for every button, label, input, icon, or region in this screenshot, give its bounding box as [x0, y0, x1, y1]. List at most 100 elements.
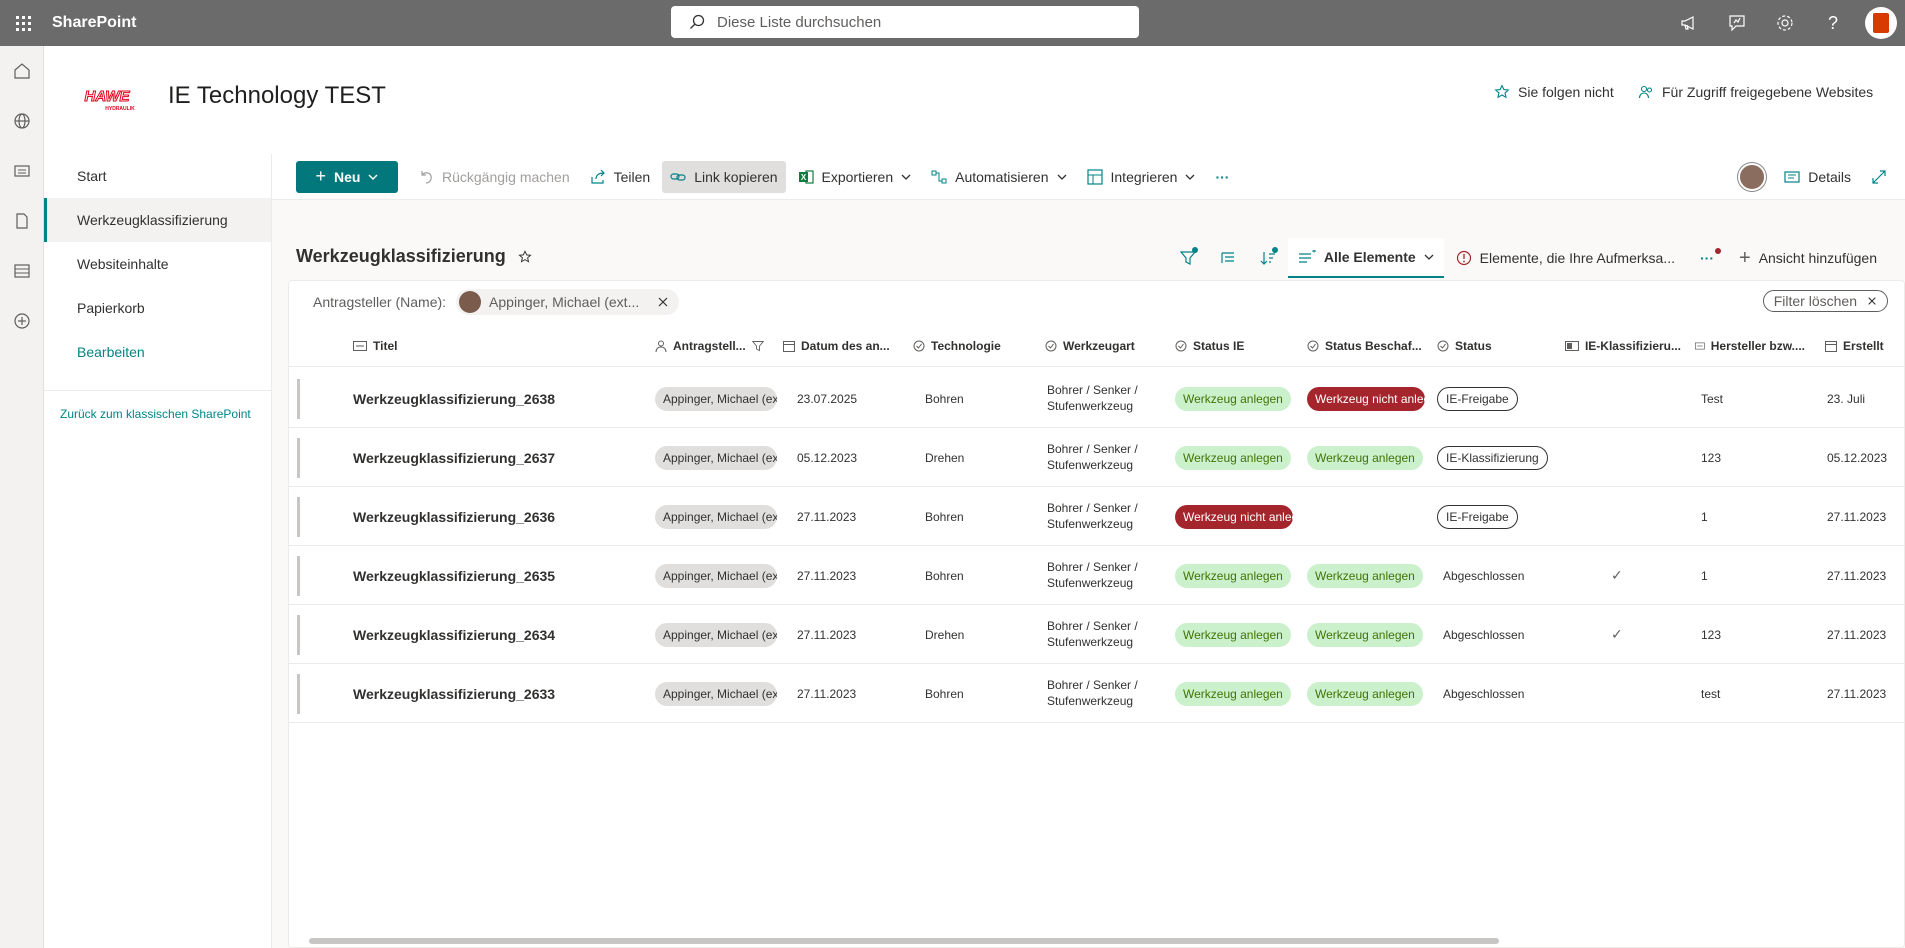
nav-item-werkzeugklassifizierung[interactable]: Werkzeugklassifizierung	[44, 198, 271, 242]
filter-pill[interactable]: Appinger, Michael (ext...	[456, 289, 680, 315]
table-row[interactable]: Werkzeugklassifizierung_2634 Appinger, Mi…	[289, 605, 1905, 664]
scrollbar-thumb[interactable]	[309, 938, 1499, 944]
column-header-ie-klassifizierung[interactable]: IE-Klassifizieru...	[1565, 325, 1681, 367]
classic-sharepoint-link[interactable]: Zurück zum klassischen SharePoint	[60, 407, 251, 421]
person-pill[interactable]: Appinger, Michael (ext.)	[655, 622, 777, 647]
person-pill[interactable]: Appinger, Michael (ext.)	[655, 504, 777, 529]
expand-icon[interactable]	[1863, 161, 1895, 193]
row-title[interactable]: Werkzeugklassifizierung_2635	[353, 567, 556, 584]
app-name[interactable]: SharePoint	[52, 14, 137, 31]
person-pill[interactable]: Appinger, Michael (ext.)	[655, 386, 777, 411]
filter-row: Antragsteller (Name): Appinger, Michael …	[289, 281, 1904, 323]
table-row[interactable]: Werkzeugklassifizierung_2636 Appinger, Mi…	[289, 487, 1905, 546]
close-icon[interactable]	[657, 296, 669, 308]
horizontal-scrollbar[interactable]	[289, 935, 1905, 947]
waffle-icon[interactable]	[0, 0, 46, 46]
row-title[interactable]: Werkzeugklassifizierung_2633	[353, 685, 556, 702]
row-select-handle[interactable]	[297, 615, 300, 655]
column-header-titel[interactable]: Titel	[353, 325, 573, 367]
list-title-text[interactable]: Werkzeugklassifizierung	[296, 246, 506, 266]
list-icon[interactable]	[0, 246, 44, 296]
gear-icon[interactable]	[1761, 0, 1809, 46]
search-input[interactable]: Diese Liste durchsuchen	[671, 6, 1139, 38]
table-row[interactable]: Werkzeugklassifizierung_2638 Appinger, Mi…	[289, 369, 1905, 428]
row-tool-type: Bohrer / Senker / Stufenwerkzeug	[1047, 369, 1167, 428]
table-row[interactable]: Werkzeugklassifizierung_2637 Appinger, Mi…	[289, 428, 1905, 487]
attention-view-tab[interactable]: Elemente, die Ihre Aufmerksa...	[1444, 250, 1687, 266]
sort-icon[interactable]	[1248, 238, 1288, 278]
row-person: Appinger, Michael (ext.)	[655, 369, 777, 428]
table-row[interactable]: Werkzeugklassifizierung_2633 Appinger, Mi…	[289, 664, 1905, 723]
column-header-status-beschaffung[interactable]: Status Beschaf...	[1307, 325, 1423, 367]
row-select-handle[interactable]	[297, 674, 300, 714]
star-icon[interactable]	[518, 249, 532, 264]
row-created: 27.11.2023	[1827, 627, 1887, 642]
news-icon[interactable]	[0, 146, 44, 196]
new-button[interactable]: + Neu	[296, 160, 398, 193]
copy-link-button[interactable]: Link kopieren	[662, 160, 786, 193]
status-badge: Werkzeug anlegen	[1307, 563, 1423, 588]
row-select-handle[interactable]	[297, 379, 300, 419]
shared-sites-button[interactable]: Für Zugriff freigegebene Websites	[1638, 84, 1873, 100]
feedback-icon[interactable]	[1713, 0, 1761, 46]
column-header-datum[interactable]: Datum des an...	[783, 325, 893, 367]
row-tool-type: Bohrer / Senker / Stufenwerkzeug	[1047, 664, 1167, 723]
status-badge: Werkzeug anlegen	[1307, 622, 1423, 647]
more-views-button[interactable]: ···	[1687, 238, 1727, 278]
add-circle-icon[interactable]	[0, 296, 44, 346]
details-button[interactable]: Details	[1776, 161, 1859, 193]
nav-item-start[interactable]: Start	[77, 168, 107, 184]
integrate-button[interactable]: Integrieren	[1079, 161, 1204, 193]
export-button[interactable]: X Exportieren	[790, 161, 920, 193]
more-commands-button[interactable]: ···	[1215, 168, 1230, 185]
row-title[interactable]: Werkzeugklassifizierung_2637	[353, 449, 556, 466]
row-select-handle[interactable]	[297, 438, 300, 478]
clear-filter-button[interactable]: Filter löschen	[1762, 290, 1888, 312]
site-title[interactable]: IE Technology TEST	[168, 82, 386, 109]
undo-icon	[421, 170, 432, 184]
filter-value: Appinger, Michael (ext...	[489, 294, 640, 310]
group-icon[interactable]	[1208, 238, 1248, 278]
row-title[interactable]: Werkzeugklassifizierung_2636	[353, 508, 556, 525]
column-header-werkzeugart[interactable]: Werkzeugart	[1045, 325, 1155, 367]
row-person: Appinger, Michael (ext.)	[655, 664, 777, 723]
help-icon[interactable]: ?	[1827, 12, 1838, 33]
row-maker: 1	[1701, 568, 1708, 583]
table-row[interactable]: Werkzeugklassifizierung_2635 Appinger, Mi…	[289, 546, 1905, 605]
column-header-erstellt[interactable]: Erstellt	[1825, 325, 1905, 367]
add-view-button[interactable]: + Ansicht hinzufügen	[1727, 247, 1905, 270]
row-select-handle[interactable]	[297, 556, 300, 596]
row-title[interactable]: Werkzeugklassifizierung_2634	[353, 626, 556, 643]
site-logo[interactable]: HAWE HYDRAULIK	[74, 86, 140, 113]
follow-button[interactable]: Sie folgen nicht	[1494, 84, 1614, 100]
person-pill[interactable]: Appinger, Michael (ext.)	[655, 681, 777, 706]
undo-button[interactable]: Rückgängig machen	[410, 161, 578, 193]
person-pill[interactable]: Appinger, Michael (ext.)	[655, 445, 777, 470]
automate-button[interactable]: Automatisieren	[923, 161, 1074, 193]
view-selector[interactable]: * Alle Elemente	[1287, 238, 1444, 278]
avatar[interactable]	[1738, 163, 1767, 191]
column-header-status-ie[interactable]: Status IE	[1175, 325, 1285, 367]
filter-icon[interactable]	[1168, 238, 1208, 278]
status-badge: Abgeschlossen	[1443, 568, 1525, 583]
row-technology: Bohren	[925, 568, 964, 583]
globe-icon[interactable]	[0, 96, 44, 146]
row-technology: Drehen	[925, 627, 965, 642]
choice-icon	[1175, 340, 1187, 352]
row-select-handle[interactable]	[297, 497, 300, 537]
home-icon[interactable]	[0, 46, 44, 96]
column-header-hersteller[interactable]: Hersteller bzw....	[1695, 325, 1805, 367]
row-title[interactable]: Werkzeugklassifizierung_2638	[353, 390, 556, 407]
column-header-technologie[interactable]: Technologie	[913, 325, 1023, 367]
file-icon[interactable]	[0, 196, 44, 246]
office-icon[interactable]	[1865, 7, 1897, 39]
megaphone-icon[interactable]	[1665, 0, 1713, 46]
column-header-status[interactable]: Status	[1437, 325, 1537, 367]
nav-item-websiteinhalte[interactable]: Websiteinhalte	[77, 256, 169, 272]
person-pill[interactable]: Appinger, Michael (ext.)	[655, 563, 777, 588]
nav-item-papierkorb[interactable]: Papierkorb	[77, 300, 145, 316]
link-icon	[670, 172, 686, 181]
column-header-antragsteller[interactable]: Antragstell...	[655, 325, 765, 367]
nav-edit-link[interactable]: Bearbeiten	[77, 344, 145, 360]
share-button[interactable]: Teilen	[582, 161, 659, 193]
